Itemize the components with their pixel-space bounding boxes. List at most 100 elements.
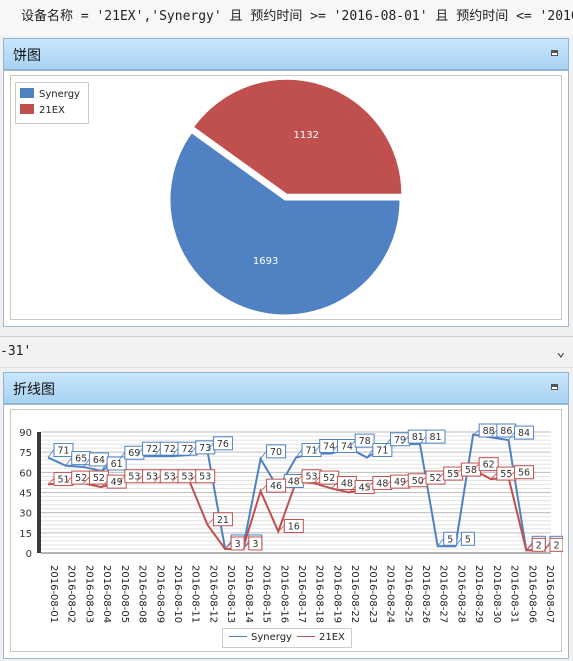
data-label-box (283, 518, 304, 533)
x-tick-label: 2016-08-02 (66, 565, 77, 623)
data-label-leader (490, 472, 498, 480)
data-label: 52 (323, 473, 335, 484)
pie-legend-label: 21EX (39, 105, 65, 116)
x-tick-label: 2016-08-17 (296, 565, 307, 623)
data-label-box (514, 425, 535, 440)
y-tick-label: 45 (19, 489, 32, 500)
data-label-leader (455, 538, 462, 547)
data-label-leader (437, 538, 445, 547)
x-tick-label: 2016-08-11 (190, 565, 201, 623)
data-label: 69 (128, 448, 140, 459)
data-label-leader (154, 475, 161, 483)
line-legend-label: Synergy (251, 632, 292, 643)
filter-text: 设备名称 = '21EX','Synergy' 且 预约时间 >= '2016-… (21, 9, 573, 24)
data-label-leader (402, 479, 409, 487)
data-label-box (230, 536, 245, 551)
data-label: 55 (447, 469, 459, 480)
data-label-box (478, 457, 499, 472)
x-tick-label: 2016-08-06 (526, 565, 537, 623)
data-label-leader (401, 435, 409, 445)
y-axis-bar (37, 432, 41, 553)
pie-slice-synergy (169, 132, 401, 316)
synergy-line-key (229, 636, 247, 637)
data-label: 72 (164, 444, 176, 455)
data-label-leader (278, 525, 285, 532)
data-label-leader (472, 429, 480, 436)
data-label-box (549, 537, 563, 552)
data-label-leader (47, 478, 55, 485)
data-label-leader (171, 447, 179, 457)
data-label: 48 (288, 476, 300, 487)
y-tick-label: 75 (19, 448, 32, 459)
data-label-leader (171, 475, 179, 483)
line-legend-label: 21EX (319, 632, 345, 643)
pie-legend-item-21ex: 21EX (20, 104, 65, 118)
pie-panel-title: 饼图 (13, 48, 41, 64)
y-tick-label: 30 (19, 509, 32, 520)
pie-legend-label: Synergy (39, 89, 80, 100)
x-tick-label: 2016-08-26 (420, 565, 431, 623)
data-label-leader (100, 462, 108, 472)
data-label: 45 (359, 483, 371, 494)
data-label-box (460, 531, 475, 546)
data-label-leader (348, 439, 356, 449)
data-label: 2 (536, 540, 542, 551)
data-label: 73 (199, 443, 211, 454)
line-panel-title: 折线图 (13, 382, 55, 398)
data-label-leader (118, 451, 126, 461)
x-tick-label: 2016-08-12 (207, 565, 218, 623)
data-label-leader (313, 445, 321, 454)
x-tick-label: 2016-08-10 (172, 565, 183, 623)
data-label-leader (366, 449, 374, 458)
data-label: 49 (111, 477, 123, 488)
pie-panel-header: 饼图 (3, 38, 569, 70)
data-label-leader (384, 438, 391, 448)
data-label-box (106, 456, 127, 471)
minimize-icon[interactable] (551, 384, 558, 390)
x-tick-label: 2016-08-15 (261, 565, 272, 623)
x-tick-label: 2016-08-30 (491, 565, 502, 623)
data-label: 88 (483, 426, 495, 437)
line-panel-header: 折线图 (3, 372, 569, 404)
line-legend-item-synergy: Synergy (229, 629, 292, 646)
data-label-leader (189, 446, 197, 456)
data-label: 3 (252, 539, 258, 550)
data-label: 5 (447, 534, 453, 545)
data-label-leader (118, 475, 126, 483)
x-tick-label: 2016-08-16 (278, 565, 289, 623)
line-legend: Synergy 21EX (222, 628, 352, 648)
data-label: 74 (341, 442, 353, 453)
data-label-leader (472, 463, 480, 470)
data-label-leader (331, 482, 338, 489)
x-tick-label: 2016-08-31 (509, 565, 520, 623)
data-label: 78 (359, 436, 371, 447)
data-label-box (248, 536, 263, 551)
minimize-icon[interactable] (551, 50, 558, 56)
data-label-box (531, 537, 546, 552)
data-label: 79 (394, 435, 406, 446)
data-label-box (266, 478, 287, 493)
data-label: 72 (181, 444, 193, 455)
data-label-leader (508, 431, 515, 441)
data-label-leader (83, 476, 90, 484)
data-label: 53 (128, 472, 140, 483)
data-label-leader (207, 442, 214, 452)
data-label-leader (136, 447, 143, 457)
data-label: 53 (146, 472, 158, 483)
data-label-leader (313, 476, 320, 484)
data-label-box (514, 465, 535, 480)
data-label: 71 (57, 446, 69, 457)
data-label: 49 (394, 477, 406, 488)
data-label: 64 (93, 455, 105, 466)
data-label-leader (65, 457, 73, 466)
data-label: 72 (146, 444, 158, 455)
data-label: 84 (518, 428, 530, 439)
chevron-down-icon[interactable]: ⌄ (556, 344, 565, 360)
data-label: 53 (305, 472, 317, 483)
pie-chart: 1693 1132 (169, 78, 403, 316)
x-tick-label: 2016-08-09 (154, 565, 165, 623)
x-tick-label: 2016-08-24 (385, 565, 396, 623)
data-label: 5 (465, 534, 471, 545)
data-label-leader (295, 475, 303, 483)
x-tick-label: 2016-08-18 (314, 565, 325, 623)
